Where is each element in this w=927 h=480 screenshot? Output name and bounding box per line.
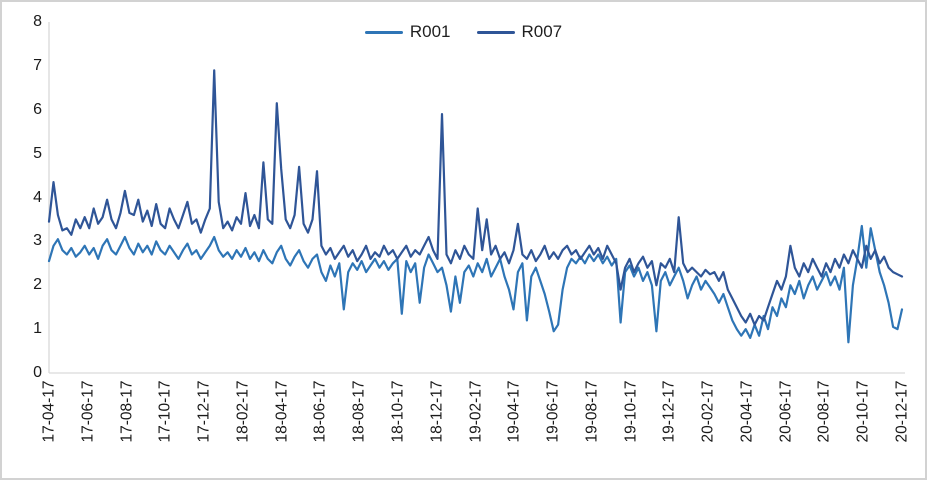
series-line-r001: [47, 224, 904, 344]
y-axis-label: 7: [33, 56, 42, 74]
x-axis-label: 19-10-17: [622, 380, 640, 443]
x-axis-label: 20-04-17: [738, 380, 756, 443]
x-axis-label: 18-06-17: [311, 380, 329, 443]
x-axis-label: 18-12-17: [428, 380, 446, 443]
y-axis-label: 3: [33, 232, 42, 250]
y-axis-label: 6: [33, 100, 42, 118]
y-axis-label: 0: [33, 364, 42, 381]
legend-label: R007: [521, 22, 563, 41]
x-axis-label: 20-06-17: [777, 380, 795, 443]
x-axis-label: 19-08-17: [583, 380, 601, 443]
x-axis-label: 19-06-17: [544, 380, 562, 443]
series-line-r007: [47, 69, 904, 326]
y-axis-label: 1: [33, 320, 42, 338]
x-axis-label: 19-04-17: [505, 380, 523, 443]
legend-line-swatch: [364, 30, 403, 34]
legend: R001 R007: [2, 22, 925, 42]
x-axis-label: 17-06-17: [79, 380, 97, 443]
x-axis-label: 19-02-17: [467, 380, 484, 443]
x-axis-label: 18-02-17: [234, 380, 252, 443]
y-axis-label: 2: [33, 276, 42, 294]
x-axis-label: 17-04-17: [40, 380, 58, 443]
x-axis-label: 18-08-17: [350, 380, 368, 443]
y-axis-label: 4: [33, 188, 42, 206]
x-axis-label: 18-10-17: [389, 380, 407, 443]
x-axis-label: 20-02-17: [699, 380, 717, 443]
x-axis-label: 20-10-17: [854, 380, 872, 443]
y-axis-label: 5: [33, 144, 42, 162]
legend-item-r001: R001: [364, 22, 451, 42]
y-axis-label: 8: [33, 13, 42, 30]
x-axis-label: 20-12-17: [893, 380, 911, 443]
x-axis-label: 19-12-17: [660, 380, 678, 443]
x-axis-label: 17-10-17: [156, 380, 174, 443]
legend-label: R001: [409, 22, 451, 41]
legend-item-r007: R007: [476, 22, 563, 42]
x-axis-label: 18-04-17: [273, 380, 291, 443]
legend-line-swatch: [476, 30, 515, 34]
x-axis-label: 17-12-17: [195, 380, 213, 443]
x-axis-label: 17-08-17: [118, 380, 136, 443]
x-axis-label: 20-08-17: [815, 380, 833, 443]
